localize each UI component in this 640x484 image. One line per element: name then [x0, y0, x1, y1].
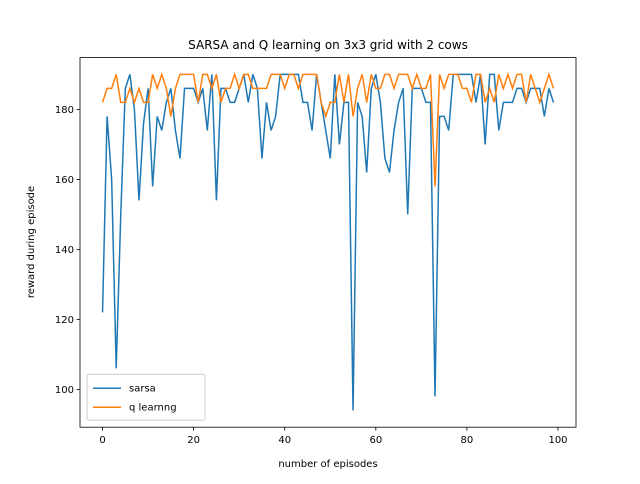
x-tick-label: 0 — [99, 435, 105, 446]
x-tick-label: 80 — [461, 435, 474, 446]
axes-frame — [79, 57, 577, 428]
legend-label: sarsa — [129, 384, 156, 395]
line-series — [101, 73, 555, 411]
legend-label: q learnng — [129, 403, 177, 414]
x-tick-label: 40 — [278, 435, 291, 446]
chart-title: SARSA and Q learning on 3x3 grid with 2 … — [188, 38, 468, 52]
y-tick-label: 140 — [55, 245, 74, 256]
legend-box — [86, 373, 206, 421]
x-tick-label: 60 — [369, 435, 382, 446]
x-axis-label: number of episodes — [278, 459, 377, 470]
line-series — [101, 71, 555, 187]
y-tick-label: 160 — [55, 175, 74, 186]
x-tick-label: 20 — [187, 435, 200, 446]
x-tick-label: 100 — [548, 435, 567, 446]
y-tick-label: 120 — [55, 315, 74, 326]
y-axis-label: reward during episode — [26, 186, 37, 298]
y-tick-label: 180 — [55, 105, 74, 116]
y-tick-label: 100 — [55, 385, 74, 396]
